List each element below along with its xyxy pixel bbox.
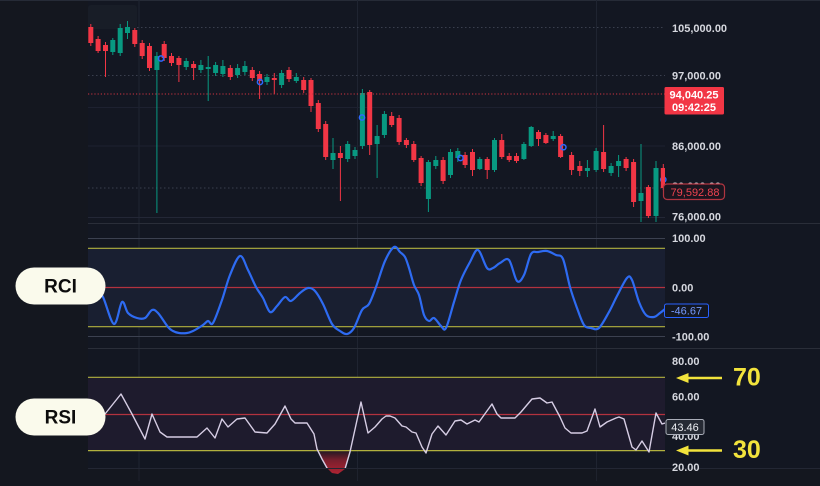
svg-text:09:42:25: 09:42:25 — [672, 102, 716, 114]
svg-text:105,000.00: 105,000.00 — [672, 23, 727, 35]
svg-text:20.00: 20.00 — [672, 462, 700, 474]
svg-text:97,000.00: 97,000.00 — [672, 71, 721, 83]
svg-text:0.00: 0.00 — [672, 283, 693, 295]
svg-text:80.00: 80.00 — [672, 356, 700, 368]
svg-text:79,592.88: 79,592.88 — [671, 187, 720, 199]
svg-text:70: 70 — [733, 364, 761, 392]
svg-text:30: 30 — [733, 436, 761, 464]
svg-text:43.46: 43.46 — [671, 422, 699, 434]
svg-text:-100.00: -100.00 — [672, 332, 709, 344]
svg-text:86,000.00: 86,000.00 — [672, 141, 721, 153]
svg-text:60.00: 60.00 — [672, 392, 700, 404]
svg-text:76,000.00: 76,000.00 — [672, 212, 721, 224]
svg-text:100.00: 100.00 — [672, 233, 706, 245]
svg-text:-46.67: -46.67 — [671, 306, 702, 318]
svg-text:94,040.25: 94,040.25 — [670, 90, 719, 102]
svg-text:RCI: RCI — [44, 277, 77, 298]
svg-text:RSI: RSI — [45, 408, 77, 429]
